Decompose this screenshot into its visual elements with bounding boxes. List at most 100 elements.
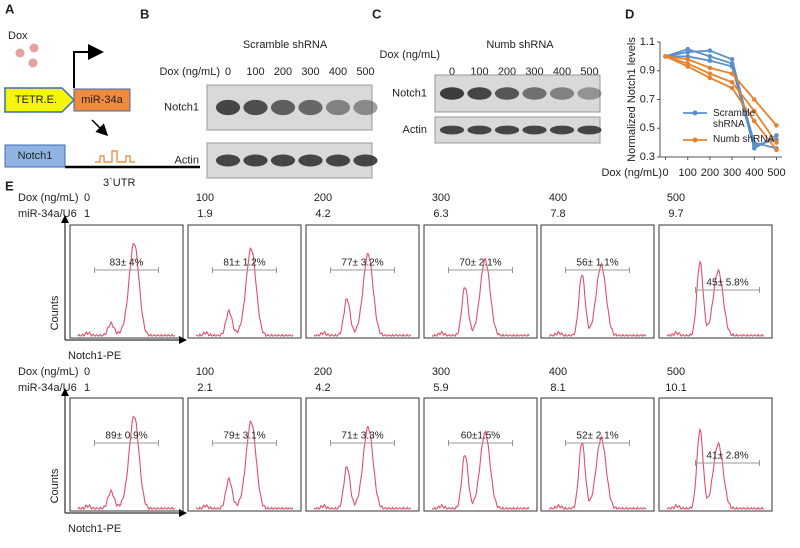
y-axis-label: Counts <box>49 468 61 503</box>
y-tick-label: 0.5 <box>640 122 655 134</box>
panel-a: Dox TETR.E. miR-34a Notch1 3`UTR <box>4 30 200 189</box>
data-point <box>685 46 691 52</box>
blot-band <box>549 125 575 135</box>
histogram-curve <box>431 257 530 337</box>
gate-percent: 89± 0.9% <box>105 431 147 442</box>
blot-band <box>215 99 241 116</box>
gate-percent: 56± 1.1% <box>576 258 618 269</box>
blot-band <box>439 125 465 135</box>
blot-band <box>298 99 323 116</box>
dose-label: 300 <box>301 66 319 78</box>
histogram-frame <box>187 397 302 512</box>
histogram-curve <box>77 415 176 510</box>
x-tick-label: 400 <box>745 167 763 179</box>
target-arrow <box>91 119 109 137</box>
ratio-label: 10.1 <box>665 382 686 394</box>
panel-label: A <box>5 1 15 16</box>
blot-band <box>243 99 268 116</box>
data-point <box>707 75 713 81</box>
dose-label: 300 <box>432 192 450 204</box>
gate-percent: 83± 4% <box>110 258 144 269</box>
histogram-curve <box>195 420 294 510</box>
ratio-label: 1 <box>84 382 90 394</box>
blot-band <box>467 125 492 135</box>
blot-band <box>549 87 575 100</box>
ratio-label: 4.2 <box>315 208 330 220</box>
y-tick-label: 0.3 <box>640 151 655 163</box>
dose-label: 200 <box>314 366 332 378</box>
dox-dot <box>29 43 39 53</box>
histogram-curve <box>77 242 176 337</box>
histogram-frame <box>423 397 538 512</box>
y-tick-label: 0.7 <box>640 93 655 105</box>
inducer-label: Dox <box>8 30 28 42</box>
y-axis-label: Counts <box>49 295 61 330</box>
gate-percent: 60±1.5% <box>461 431 501 442</box>
dose-axis-label: Dox (ng/mL) <box>379 49 440 61</box>
histogram-curve <box>549 434 647 510</box>
histogram-frame <box>187 224 302 339</box>
histogram-frame <box>658 397 773 512</box>
histogram-frame <box>540 397 655 512</box>
data-point <box>729 79 735 85</box>
series-line <box>665 55 777 150</box>
row-label: Notch1 <box>164 101 199 113</box>
gate-percent: 52± 2.1% <box>576 431 618 442</box>
dose-axis-label: Dox (ng/mL) <box>159 66 220 78</box>
dose-label: 0 <box>84 366 90 378</box>
data-point <box>685 56 691 62</box>
data-point <box>751 146 757 151</box>
blot-band <box>494 125 520 135</box>
dose-axis-label: Dox (ng/mL) <box>18 192 79 204</box>
histogram-curve <box>195 247 294 337</box>
blot-band <box>270 99 296 116</box>
x-axis-label: Notch1-PE <box>68 350 121 362</box>
dose-label: 400 <box>329 66 347 78</box>
blot-band <box>353 99 378 116</box>
ratio-axis-label: miR-34a/U6 <box>18 382 77 394</box>
x-tick-label: 300 <box>723 167 741 179</box>
blot-band <box>494 87 520 100</box>
histogram-curve <box>666 427 764 510</box>
series-line <box>665 49 777 147</box>
histogram-frame <box>423 224 538 339</box>
histogram-frame <box>305 397 420 512</box>
data-point <box>663 54 668 59</box>
ratio-label: 1.9 <box>197 208 212 220</box>
dose-label: 200 <box>314 192 332 204</box>
blot-band <box>522 125 547 135</box>
blot-band <box>243 154 268 167</box>
panel-label: E <box>5 178 14 193</box>
blot-band <box>439 87 465 100</box>
ratio-label: 8.1 <box>550 382 565 394</box>
data-point <box>751 118 757 124</box>
blot-title: Numb shRNA <box>486 39 554 51</box>
blot-band <box>577 87 602 100</box>
ratio-label: 2.1 <box>197 382 212 394</box>
gene-label: miR-34a <box>81 94 123 106</box>
dose-label: 300 <box>432 366 450 378</box>
dose-label: 100 <box>196 366 214 378</box>
data-point <box>774 147 779 153</box>
data-point <box>751 97 757 102</box>
dose-label: 0 <box>225 66 231 78</box>
gate-percent: 79± 3.1% <box>223 431 265 442</box>
dose-label: 400 <box>549 192 567 204</box>
data-point <box>729 85 735 91</box>
data-point <box>774 140 779 145</box>
histogram-frame <box>658 224 773 339</box>
y-tick-label: 0.9 <box>640 65 655 77</box>
histogram-curve <box>549 261 647 337</box>
gate-percent: 70± 2.1% <box>459 258 501 269</box>
row-label: Actin <box>403 124 427 136</box>
legend-marker <box>692 110 698 116</box>
dose-label: 500 <box>667 366 685 378</box>
blot-band <box>325 99 351 116</box>
dox-dot <box>28 58 38 68</box>
data-point <box>707 71 713 76</box>
legend-label: Numb shRNA <box>713 134 775 145</box>
blot-title: Scramble shRNA <box>243 39 328 51</box>
ratio-label: 4.2 <box>315 382 330 394</box>
